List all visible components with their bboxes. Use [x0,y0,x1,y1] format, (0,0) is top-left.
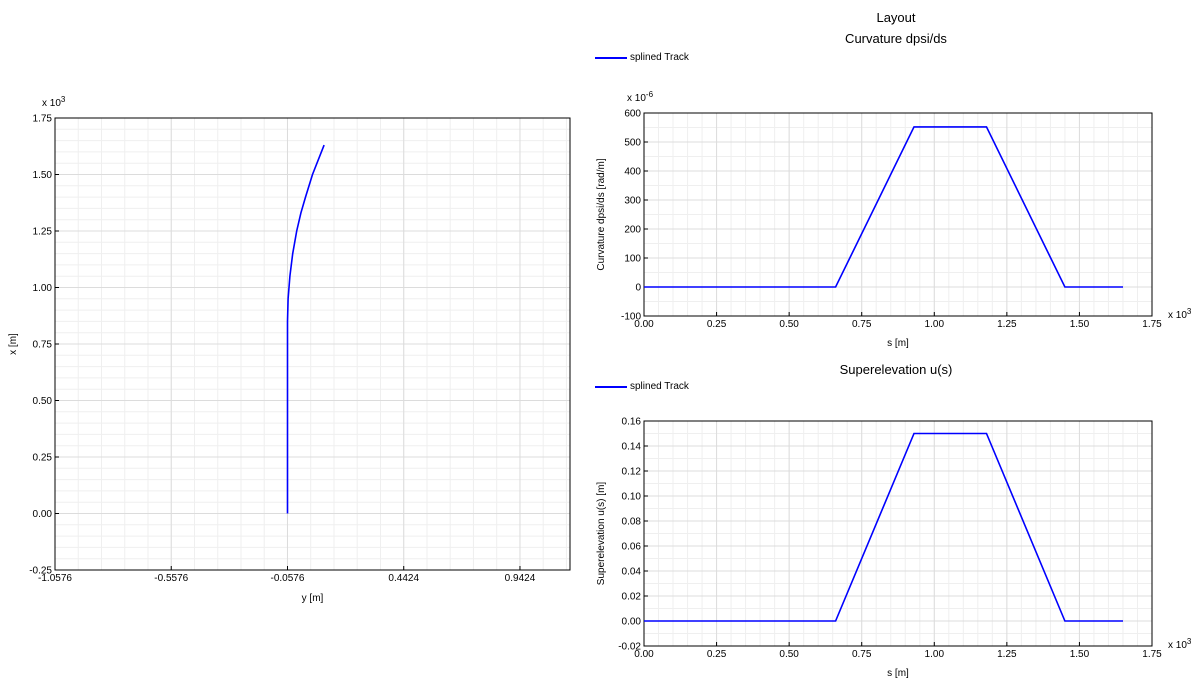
exponent-power: 3 [1187,637,1192,646]
layout-y-tick-label: -0.25 [29,566,52,577]
superelevation-y-tick-label: 0.10 [622,492,642,503]
curvature-x-tick-label: 0.25 [707,319,727,330]
curvature-y-tick-label: 500 [624,138,641,149]
layout-x-tick-label: 0.9424 [505,573,536,584]
layout-y-axis-label: x [m] [8,333,19,355]
curvature-y-tick-label: 400 [624,167,641,178]
superelevation-y-tick-label: 0.12 [622,467,642,478]
superelevation-x-tick-label: 0.00 [634,649,654,660]
legend-line-swatch [595,385,627,388]
superelevation-y-tick-label: 0.14 [622,442,642,453]
superelevation-x-tick-label: 1.00 [925,649,945,660]
layout-y-tick-label: 1.75 [33,114,53,125]
layout-y-tick-label: 0.75 [33,340,53,351]
layout-x-tick-label: -0.0576 [271,573,305,584]
curvature-y-tick-label: -100 [621,312,641,323]
superelevation-x-tick-label: 0.25 [707,649,727,660]
curvature-x-tick-label: 1.00 [925,319,945,330]
curvature-plot-frame [643,112,1153,317]
layout-y-tick-label: 0.50 [33,396,53,407]
layout-y-tick-label: 1.25 [33,227,53,238]
curvature-y-tick-label: 300 [624,196,641,207]
layout-series-line [286,144,325,514]
superelevation-y-axis-label: Superelevation u(s) [m] [596,482,607,586]
exponent-power: 3 [61,95,66,104]
superelevation-legend: splined Track [595,381,689,392]
curvature-x-tick-label: 0.75 [852,319,872,330]
layout-x-tick-label: -0.5576 [154,573,188,584]
exponent-base: x 10 [1168,640,1187,651]
superelevation-x-tick-label: 1.25 [997,649,1017,660]
legend-series-label: splined Track [630,381,689,392]
superelevation-y-tick-label: 0.02 [622,592,642,603]
curvature-series-line [644,126,1123,288]
curvature-y-tick-label: 100 [624,254,641,265]
curvature-x-tick-label: 1.75 [1142,319,1162,330]
layout-x-tick-label: 0.4424 [388,573,419,584]
layout-y-tick-label: 0.00 [33,509,53,520]
exponent-power: 3 [1187,307,1192,316]
layout-y-tick-label: 1.00 [33,283,53,294]
curvature-legend: splined Track [595,52,689,63]
superelevation-y-tick-label: -0.02 [618,642,641,653]
exponent-power: -6 [646,90,654,99]
curvature-heading: Curvature dpsi/ds [845,31,947,46]
legend-series-label: splined Track [630,52,689,63]
curvature-y-tick-label: 600 [624,109,641,120]
curvature-x-exponent: x 103 [1168,307,1192,321]
layout-x-axis-label: y [m] [302,593,324,604]
curvature-x-axis-label: s [m] [887,338,909,349]
superelevation-x-tick-label: 1.75 [1142,649,1162,660]
layout-y-tick-label: 0.25 [33,453,53,464]
superelevation-heading: Superelevation u(s) [839,362,953,377]
layout-x-tick-label: -1.0576 [38,573,72,584]
superelevation-y-tick-label: 0.00 [622,617,642,628]
exponent-base: x 10 [1168,310,1187,321]
superelevation-x-tick-label: 1.50 [1070,649,1090,660]
curvature-y-tick-label: 200 [624,225,641,236]
superelevation-y-tick-label: 0.16 [622,417,642,428]
superelevation-x-axis-label: s [m] [887,668,909,678]
superelevation-y-tick-label: 0.06 [622,542,642,553]
superelevation-series-line [644,432,1123,622]
layout-y-tick-label: 1.50 [33,170,53,181]
superelevation-plot-frame [643,420,1153,647]
exponent-base: x 10 [42,98,61,109]
curvature-y-axis-label: Curvature dpsi/ds [rad/m] [596,158,607,270]
superelevation-x-tick-label: 0.75 [852,649,872,660]
legend-line-swatch [595,56,627,59]
layout-y-exponent: x 103 [42,95,66,109]
curvature-x-tick-label: 1.50 [1070,319,1090,330]
superelevation-y-tick-label: 0.08 [622,517,642,528]
curvature-y-tick-label: 0 [635,283,641,294]
curvature-x-tick-label: 0.50 [779,319,799,330]
superelevation-x-tick-label: 0.50 [779,649,799,660]
curvature-y-exponent: x 10-6 [627,90,654,104]
superelevation-y-tick-label: 0.04 [622,567,642,578]
curvature-x-tick-label: 0.00 [634,319,654,330]
exponent-base: x 10 [627,93,646,104]
superelevation-x-exponent: x 103 [1168,637,1192,651]
layout-heading: Layout [876,10,916,25]
curvature-x-tick-label: 1.25 [997,319,1017,330]
